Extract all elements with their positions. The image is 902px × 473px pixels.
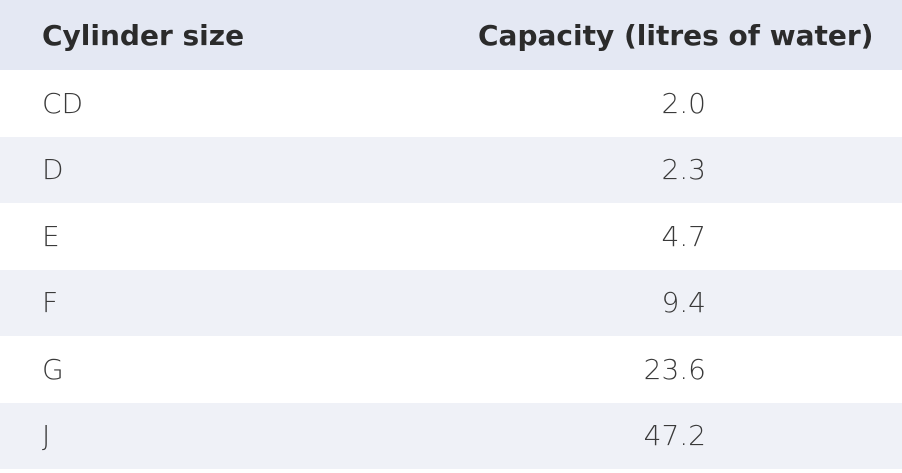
table-cell: 9.4	[661, 286, 706, 320]
table-cell: 2.0	[661, 86, 706, 120]
table-cell: 47.2	[643, 419, 706, 453]
table-cell: CD	[42, 86, 84, 120]
table-row: G 23.6	[0, 336, 902, 403]
table-cell: 23.6	[643, 352, 706, 386]
header-row: Cylinder size Capacity (litres of water)	[0, 0, 902, 70]
table-row: F 9.4	[0, 269, 902, 336]
table-cell: F	[42, 286, 59, 320]
table-cell: E	[42, 219, 60, 253]
table-row: J 47.2	[0, 402, 902, 469]
table-row: D 2.3	[0, 136, 902, 203]
header-cell: Cylinder size	[42, 18, 245, 52]
table-cell: 4.7	[661, 219, 706, 253]
header-cell: Capacity (litres of water)	[478, 18, 874, 52]
table-row: E 4.7	[0, 203, 902, 270]
table-cell: 2.3	[661, 153, 706, 187]
table-row: CD 2.0	[0, 70, 902, 137]
table-cell: J	[42, 419, 51, 453]
table-cell: D	[42, 153, 64, 187]
table-cell: G	[42, 352, 64, 386]
